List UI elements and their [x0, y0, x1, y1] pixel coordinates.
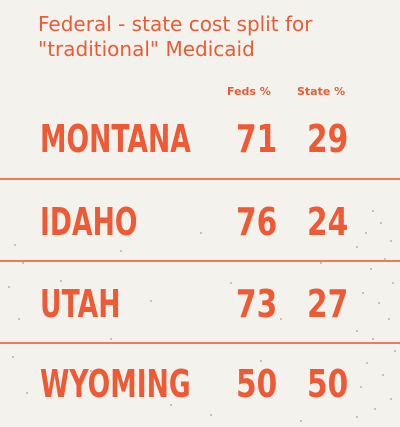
speck — [260, 360, 262, 362]
speck — [340, 300, 342, 302]
speck — [392, 282, 394, 284]
speck — [150, 300, 152, 302]
speck — [374, 408, 376, 410]
state-value-utah: 27 — [307, 282, 349, 326]
speck — [8, 286, 10, 288]
state-name-utah: UTAH — [40, 282, 121, 326]
table-row: UTAH 73 27 — [0, 262, 400, 346]
speck — [390, 398, 392, 400]
row-divider — [0, 260, 400, 262]
speck — [280, 318, 282, 320]
speck — [372, 210, 374, 212]
row-divider — [0, 342, 400, 344]
speck — [356, 246, 358, 248]
speck — [366, 362, 368, 364]
speck — [356, 330, 358, 332]
speck — [356, 416, 358, 418]
speck — [110, 338, 112, 340]
speck — [26, 392, 28, 394]
state-value-wyoming: 50 — [307, 362, 349, 406]
table-row: WYOMING 50 50 — [0, 342, 400, 426]
feds-value-idaho: 76 — [236, 200, 278, 244]
speck — [22, 262, 24, 264]
state-name-idaho: IDAHO — [40, 200, 138, 244]
speck — [230, 282, 232, 284]
speck — [210, 414, 212, 416]
speck — [388, 318, 390, 320]
state-name-wyoming: WYOMING — [40, 362, 191, 406]
speck — [320, 262, 322, 264]
state-value-idaho: 24 — [307, 200, 349, 244]
speck — [390, 240, 392, 242]
table-row: IDAHO 76 24 — [0, 180, 400, 264]
speck — [18, 318, 20, 320]
speck — [60, 280, 62, 282]
speck — [170, 404, 172, 406]
speck — [370, 268, 372, 270]
speck — [14, 244, 16, 246]
speck — [382, 374, 384, 376]
table-row: MONTANA 71 29 — [0, 97, 400, 181]
speck — [384, 258, 386, 260]
chart-title: Federal - state cost split for "traditio… — [38, 12, 313, 61]
feds-value-wyoming: 50 — [236, 362, 278, 406]
speck — [300, 420, 302, 422]
speck — [378, 302, 380, 304]
feds-value-montana: 71 — [236, 117, 278, 161]
speck — [380, 222, 382, 224]
speck — [362, 292, 364, 294]
speck — [90, 370, 92, 372]
speck — [394, 350, 396, 352]
speck — [360, 386, 362, 388]
speck — [120, 250, 122, 252]
speck — [200, 232, 202, 234]
column-header-feds: Feds % — [227, 85, 271, 98]
row-divider — [0, 178, 400, 180]
speck — [12, 356, 14, 358]
state-name-montana: MONTANA — [40, 117, 191, 161]
feds-value-utah: 73 — [236, 282, 278, 326]
state-value-montana: 29 — [307, 117, 349, 161]
speck — [365, 232, 367, 234]
speck — [372, 338, 374, 340]
column-header-state: State % — [297, 85, 346, 98]
